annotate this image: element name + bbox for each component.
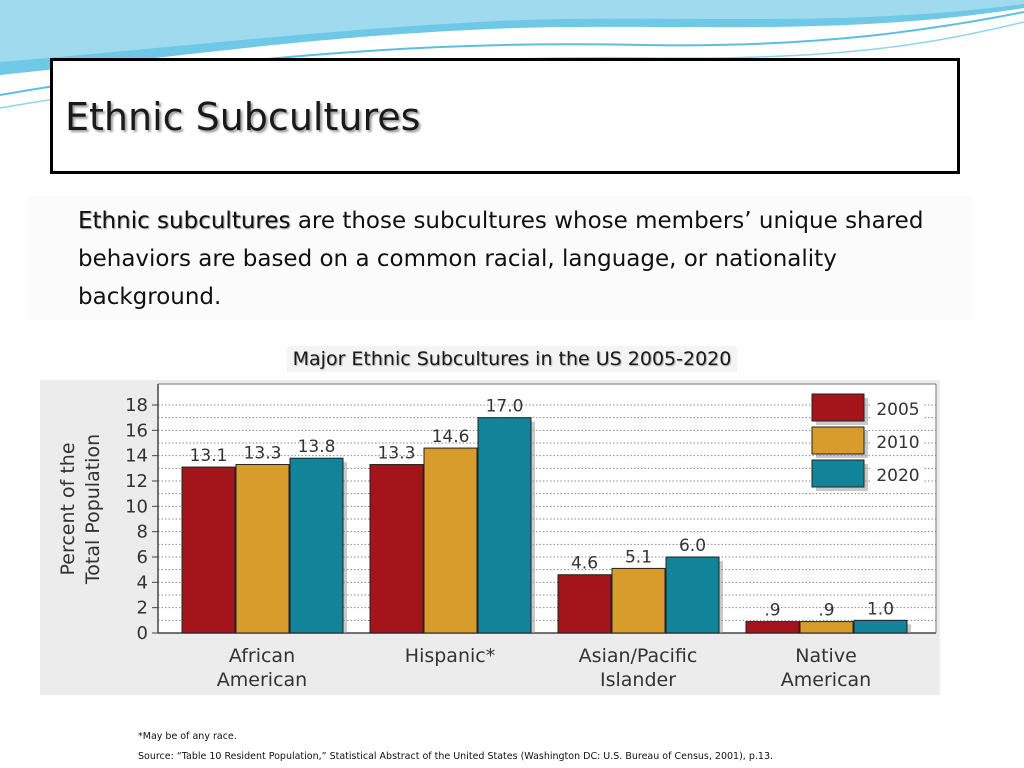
y-tick-label: 4	[137, 572, 148, 593]
x-category-label: Native	[795, 645, 857, 667]
bar-value-label: 17.0	[486, 397, 524, 417]
legend-label-bg	[872, 398, 924, 418]
legend-swatch-2020	[811, 459, 865, 488]
x-category-label: Asian/Pacific	[579, 645, 698, 667]
chart-heading: Major Ethnic Subcultures in the US 2005-…	[0, 346, 1024, 372]
bar-value-label: 4.6	[571, 554, 598, 574]
bar-chart: 0 2 4 6 8 10 12 14 16 18 Percent of the Total Popul…	[40, 380, 940, 695]
legend-label-bg	[872, 431, 924, 451]
bar-value-label: .9	[764, 601, 780, 621]
bar-2020	[477, 417, 532, 634]
y-tick-label: 2	[137, 598, 148, 619]
bar-2010	[611, 567, 666, 634]
legend-label: 2020	[876, 466, 919, 486]
bar-value-label: 1.0	[867, 599, 894, 619]
y-tick-label: 8	[137, 522, 148, 543]
bar-value-label: 13.1	[190, 446, 228, 466]
legend-label: 2010	[876, 433, 919, 453]
definition-term: Ethnic subcultures	[78, 208, 291, 234]
bar-2010	[235, 464, 290, 634]
legend-label-bg	[872, 464, 924, 484]
chart-heading-text: Major Ethnic Subcultures in the US 2005-…	[286, 346, 738, 372]
bar-value-label: 13.3	[378, 444, 416, 464]
y-tick-label: 16	[125, 420, 148, 441]
y-tick-label: 18	[125, 395, 148, 416]
bar-value-label: 13.3	[244, 444, 282, 464]
legend-swatch-2005	[811, 393, 865, 422]
definition-block: Ethnic subcultures are those subcultures…	[28, 196, 972, 320]
bar-value-label: .9	[818, 601, 834, 621]
bar-2010	[423, 447, 478, 634]
title-box: Ethnic Subcultures	[50, 58, 960, 174]
x-category-label: American	[217, 669, 307, 691]
bar-2005	[745, 621, 800, 634]
slide-title: Ethnic Subcultures	[65, 95, 421, 139]
x-category-label: American	[781, 669, 871, 691]
x-category-label: African	[229, 645, 295, 667]
legend-label: 2005	[876, 400, 919, 420]
footnote: *May be of any race.	[138, 731, 237, 742]
x-category-label: Islander	[600, 669, 676, 691]
bar-2005	[181, 466, 236, 634]
y-tick-label: 14	[125, 446, 148, 467]
bar-value-label: 13.8	[298, 437, 336, 457]
y-axis-label-line2: Total Population	[82, 434, 104, 585]
y-tick-label: 6	[137, 547, 148, 568]
definition-body: are those subcultures whose members’ uni…	[78, 208, 924, 310]
bar-2020	[289, 457, 344, 634]
source-note: Source: “Table 10 Resident Population,” …	[138, 751, 774, 762]
bar-value-label: 6.0	[679, 536, 706, 556]
bar-2010	[799, 621, 854, 634]
bar-2005	[557, 574, 612, 634]
y-axis-label-line1: Percent of the	[57, 442, 79, 575]
bar-2020	[665, 556, 720, 634]
y-tick-label: 12	[125, 471, 148, 492]
bar-2020	[853, 619, 908, 634]
bar-value-label: 14.6	[432, 427, 470, 447]
legend-swatch-2010	[811, 426, 865, 455]
y-tick-label: 10	[125, 496, 148, 517]
x-category-label: Hispanic*	[405, 645, 495, 667]
bar-value-label: 5.1	[625, 547, 652, 567]
definition-text: Ethnic subcultures are those subcultures…	[78, 202, 958, 316]
bar-2005	[369, 464, 424, 634]
y-tick-label: 0	[137, 623, 148, 644]
